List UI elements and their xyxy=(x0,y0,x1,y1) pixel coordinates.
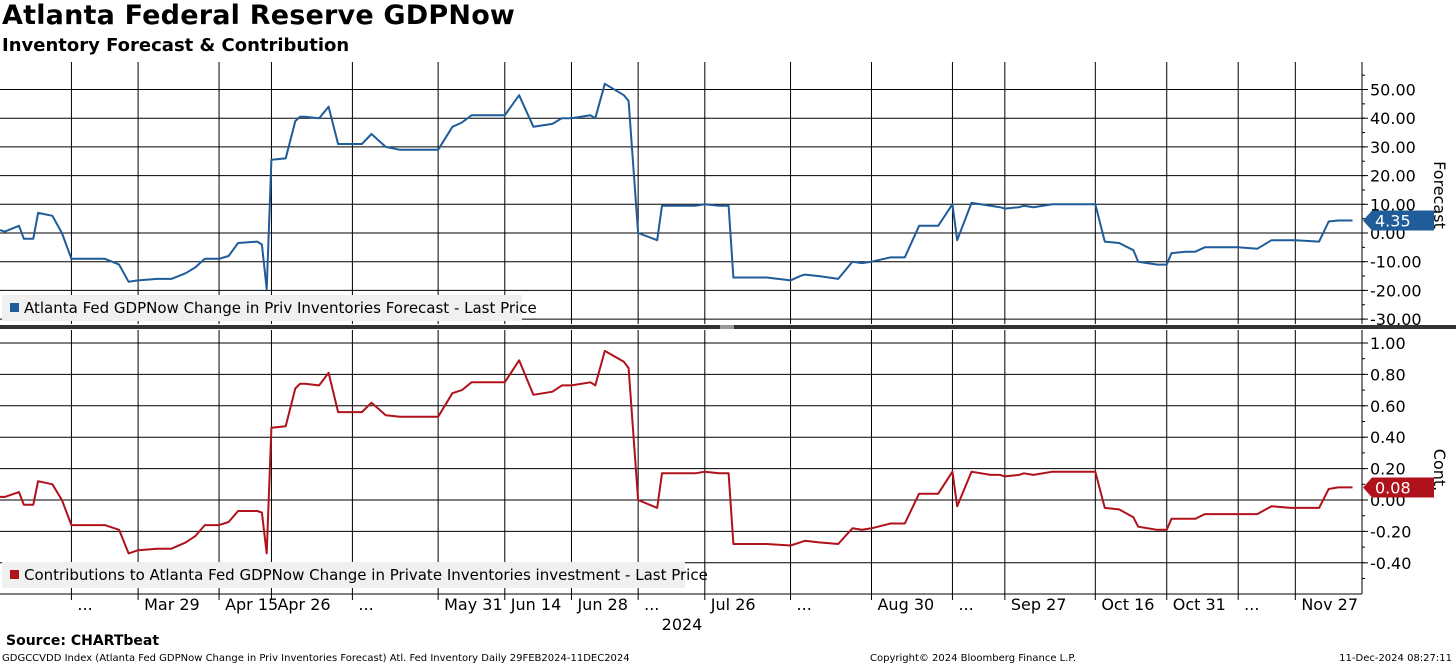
chart-title: Atlanta Federal Reserve GDPNow xyxy=(2,0,516,31)
y-tick-label-bottom: -0.20 xyxy=(1370,522,1411,541)
y-tick-label-bottom: 0.40 xyxy=(1370,428,1406,447)
y-tick-label-top: 20.00 xyxy=(1370,167,1416,186)
x-tick-label: ... xyxy=(797,595,812,614)
x-tick-label: ... xyxy=(1244,595,1259,614)
y-tick-label-bottom: 0.60 xyxy=(1370,397,1406,416)
footer-center: Copyright© 2024 Bloomberg Finance L.P. xyxy=(870,653,1077,664)
y-tick-label-bottom: 0.80 xyxy=(1370,365,1406,384)
x-tick-label: ... xyxy=(77,595,92,614)
separator-handle xyxy=(720,325,734,329)
forecast-legend-box xyxy=(2,295,522,321)
y-tick-label-top: 50.00 xyxy=(1370,81,1416,100)
y-tick-label-top: -30.00 xyxy=(1370,310,1422,329)
x-tick-label: Apr 15 xyxy=(225,595,278,614)
contribution-legend-swatch xyxy=(10,570,19,579)
x-tick-label: ... xyxy=(644,595,659,614)
chart-subtitle: Inventory Forecast & Contribution xyxy=(2,35,350,56)
x-tick-label: Jun 28 xyxy=(576,595,627,614)
contribution-last-value-badge-label: 0.08 xyxy=(1375,478,1411,497)
x-tick-label: Oct 16 xyxy=(1101,595,1154,614)
x-tick-label: Oct 31 xyxy=(1173,595,1226,614)
x-tick-label: Jul 26 xyxy=(710,595,756,614)
contribution-line xyxy=(0,349,1353,555)
x-tick-label: Jun 14 xyxy=(510,595,561,614)
contribution-legend-text: Contributions to Atlanta Fed GDPNow Chan… xyxy=(24,566,708,584)
x-year-label: 2024 xyxy=(662,615,703,634)
x-tick-label: May 31 xyxy=(444,595,503,614)
y-axis-title-top: Forecast xyxy=(1430,161,1449,229)
forecast-last-value-badge-shape xyxy=(1363,210,1434,231)
forecast-legend-swatch xyxy=(10,303,19,312)
y-tick-label-bottom: 1.00 xyxy=(1370,334,1406,353)
y-tick-label-bottom: 0.20 xyxy=(1370,460,1406,479)
x-tick-label: Aug 30 xyxy=(877,595,934,614)
bottom-panel-grid xyxy=(0,330,1362,594)
x-tick-label: Nov 27 xyxy=(1301,595,1358,614)
forecast-line xyxy=(0,82,1353,290)
footer-left: GDGCCVDD Index (Atlanta Fed GDPNow Chang… xyxy=(2,653,630,664)
forecast-legend-text: Atlanta Fed GDPNow Change in Priv Invent… xyxy=(24,299,537,317)
top-legend: Atlanta Fed GDPNow Change in Priv Invent… xyxy=(2,295,537,321)
contribution-legend-box xyxy=(2,562,685,588)
y-tick-label-top: 40.00 xyxy=(1370,109,1416,128)
bottom-y-axis: 1.000.800.600.400.200.00-0.20-0.40Cont.0… xyxy=(1361,330,1449,594)
x-tick-label: Sep 27 xyxy=(1011,595,1067,614)
source-note: Source: CHARTbeat xyxy=(6,633,160,649)
footer-right: 11-Dec-2024 08:27:11 xyxy=(1339,653,1452,664)
top-panel-grid xyxy=(0,62,1456,329)
contribution-series xyxy=(0,349,1353,555)
x-axis: ... Mar 29 Apr 15 Apr 26... May 31 Jun 14 Jun … xyxy=(0,593,1362,634)
bottom-legend: Contributions to Atlanta Fed GDPNow Chan… xyxy=(2,562,708,588)
forecast-legend: Atlanta Fed GDPNow Change in Priv Invent… xyxy=(2,295,537,321)
x-tick-label: ... xyxy=(358,595,373,614)
top-y-axis: 50.0040.0030.0020.0010.000.00-10.00-20.0… xyxy=(1361,62,1449,329)
y-tick-label-top: 30.00 xyxy=(1370,138,1416,157)
contribution-last-value-badge-shape xyxy=(1363,477,1434,498)
y-tick-label-top: -20.00 xyxy=(1370,281,1422,300)
forecast-last-value-badge-label: 4.35 xyxy=(1375,212,1411,231)
y-axis-title-bottom: Cont. xyxy=(1430,449,1449,491)
x-tick-label: Mar 29 xyxy=(144,595,200,614)
contribution-legend: Contributions to Atlanta Fed GDPNow Chan… xyxy=(2,562,708,588)
contribution-last-value-badge: 0.08 xyxy=(1363,477,1434,498)
y-tick-label-top: -10.00 xyxy=(1370,253,1422,272)
y-tick-label-bottom: -0.40 xyxy=(1370,554,1411,573)
y-tick-label-top: 10.00 xyxy=(1370,195,1416,214)
forecast-series xyxy=(0,82,1353,290)
x-tick-label: ... xyxy=(958,595,973,614)
forecast-last-value-badge: 4.35 xyxy=(1363,210,1434,231)
x-tick-label: Apr 26 xyxy=(277,595,330,614)
